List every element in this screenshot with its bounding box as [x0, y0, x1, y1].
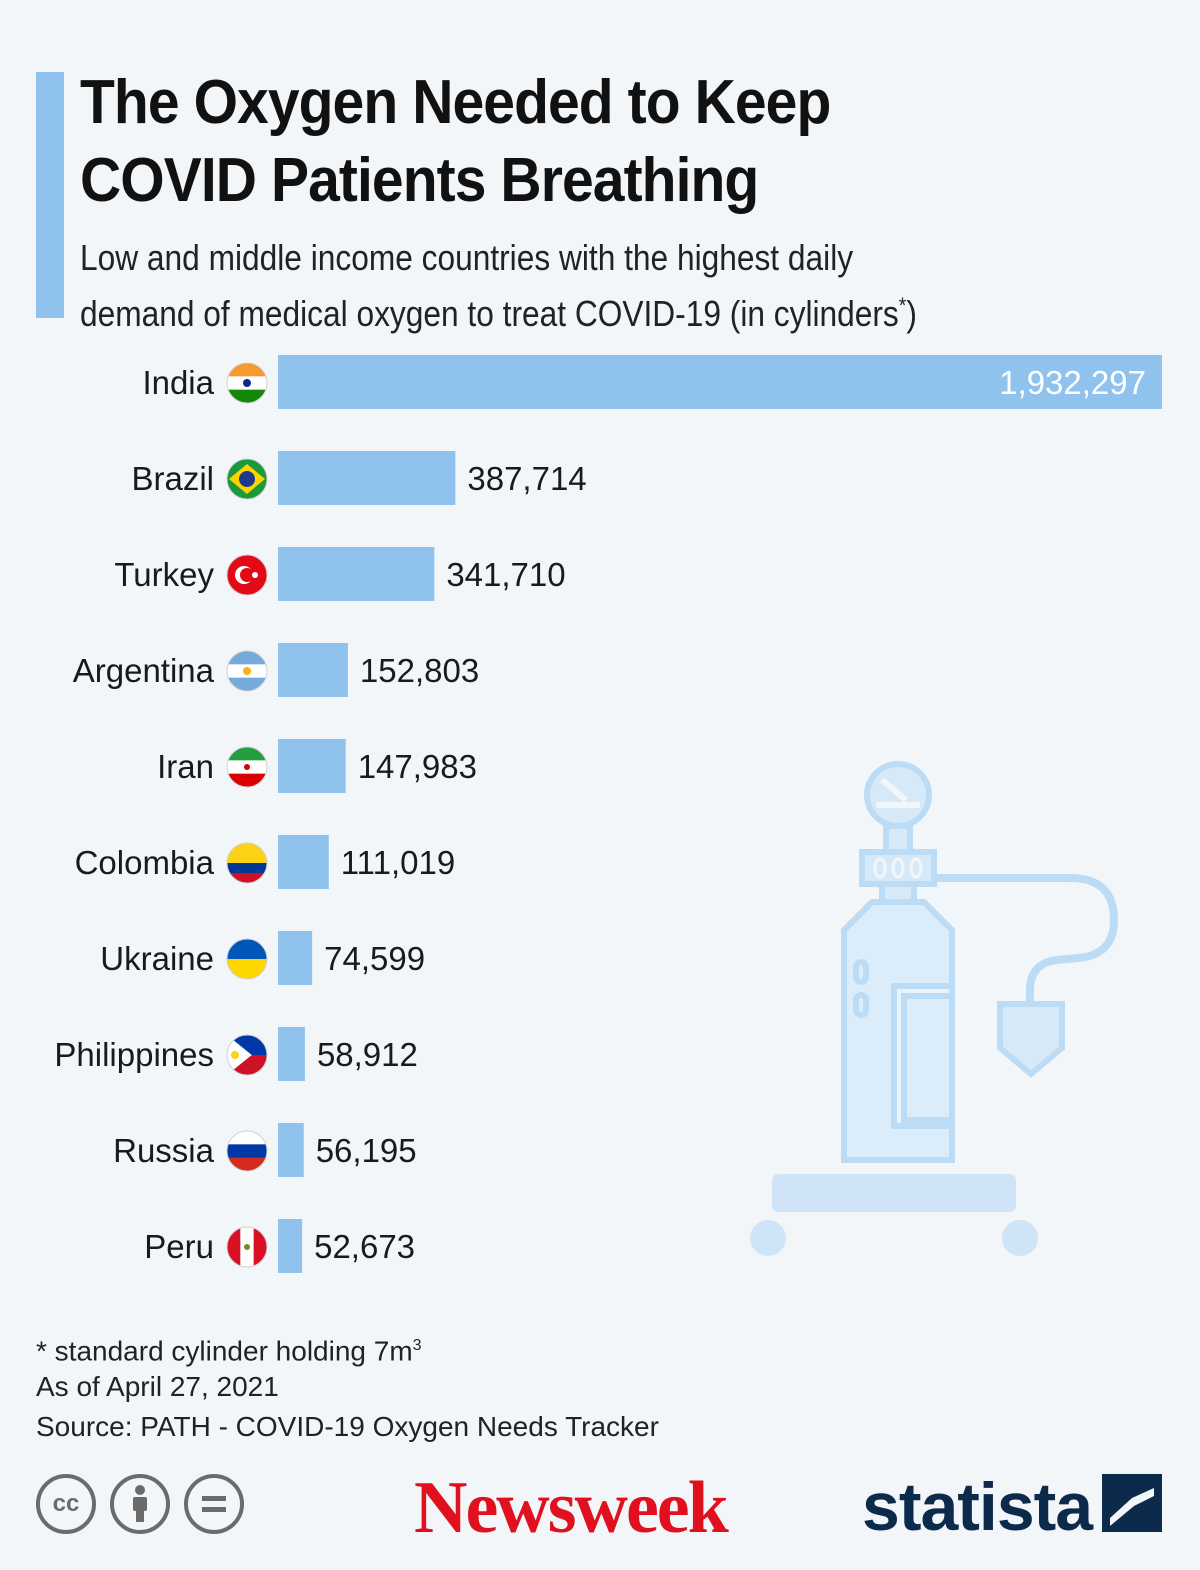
chart-subtitle: Low and middle income countries with the… — [80, 234, 1048, 338]
bar-row: Colombia 111,019 — [75, 835, 455, 889]
value-label: 52,673 — [314, 1228, 415, 1265]
footnote-cylinder-text: * standard cylinder holding 7m — [36, 1335, 413, 1367]
bar-row: Philippines 58,912 — [54, 1027, 418, 1081]
value-label: 58,912 — [317, 1036, 418, 1073]
bar-row: Peru 52,673 — [144, 1219, 415, 1273]
philippines-flag-icon — [226, 1034, 268, 1076]
value-label: 111,019 — [341, 844, 455, 881]
cc-icon[interactable]: cc — [36, 1474, 96, 1534]
equals-icon — [202, 1496, 226, 1512]
category-label: Russia — [113, 1132, 215, 1169]
india-flag-icon — [226, 362, 268, 404]
category-label: Argentina — [73, 652, 215, 689]
category-label: Iran — [157, 748, 214, 785]
title-line-1: The Oxygen Needed to Keep — [80, 68, 831, 137]
statista-mark-icon — [1102, 1474, 1162, 1532]
bar — [278, 835, 329, 889]
turkey-flag-icon — [226, 554, 268, 596]
footnote-source: Source: PATH - COVID-19 Oxygen Needs Tra… — [36, 1411, 659, 1443]
value-label: 341,710 — [446, 556, 565, 593]
value-label: 1,932,297 — [999, 364, 1146, 401]
attribution-icon[interactable] — [110, 1474, 170, 1534]
brazil-flag-icon — [226, 458, 268, 500]
ukraine-flag-icon — [226, 938, 268, 980]
bar — [278, 931, 313, 985]
subtitle-end: ) — [906, 293, 917, 334]
subtitle-asterisk: * — [898, 293, 907, 318]
category-label: Philippines — [54, 1036, 214, 1073]
bar — [278, 355, 1162, 409]
bar-row: Argentina 152,803 — [73, 643, 479, 697]
title-line-2: COVID Patients Breathing — [80, 146, 759, 215]
category-label: Brazil — [131, 460, 214, 497]
oxygen-cylinder-illustration — [750, 761, 1119, 1256]
bar — [278, 1123, 304, 1177]
bar — [278, 451, 456, 505]
bar-row: Ukraine 74,599 — [100, 931, 425, 985]
no-derivatives-icon[interactable] — [184, 1474, 244, 1534]
title-accent-bar — [36, 72, 64, 318]
category-label: Ukraine — [100, 940, 214, 977]
value-label: 74,599 — [324, 940, 425, 977]
bar-chart: India 1,932,297 Brazil 387,714 Turkey 341,710… — [54, 355, 1162, 1273]
bar — [278, 643, 348, 697]
cc-icon-label: cc — [52, 1490, 80, 1517]
category-label: India — [142, 364, 214, 401]
person-icon — [133, 1485, 147, 1522]
category-label: Colombia — [75, 844, 215, 881]
russia-flag-icon — [226, 1130, 268, 1172]
bar-row: Brazil 387,714 — [131, 451, 587, 505]
footnote-date: As of April 27, 2021 — [36, 1371, 279, 1403]
value-label: 387,714 — [467, 460, 586, 497]
footnotes: * standard cylinder holding 7m3 As of Ap… — [36, 1328, 936, 1445]
bar-row: India 1,932,297 — [142, 355, 1162, 409]
footnote-superscript: 3 — [412, 1337, 422, 1354]
bar-row: Turkey 341,710 — [114, 547, 566, 601]
category-label: Turkey — [114, 556, 214, 593]
subtitle-line-2-text: demand of medical oxygen to treat COVID-… — [80, 293, 899, 334]
subtitle-line-1: Low and middle income countries with the… — [80, 237, 854, 278]
subtitle-line-2: demand of medical oxygen to treat COVID-… — [80, 282, 1048, 338]
colombia-flag-icon — [226, 842, 268, 884]
value-label: 147,983 — [358, 748, 477, 785]
argentina-flag-icon — [226, 650, 268, 692]
value-label: 56,195 — [316, 1132, 417, 1169]
iran-flag-icon — [226, 746, 268, 788]
bar-row: Iran 147,983 — [157, 739, 477, 793]
chart-title: The Oxygen Needed to Keep COVID Patients… — [80, 64, 1074, 220]
category-label: Peru — [144, 1228, 214, 1265]
footnote-cylinder: * standard cylinder holding 7m3 — [36, 1328, 936, 1369]
bar — [278, 739, 346, 793]
bar-row: Russia 56,195 — [113, 1123, 417, 1177]
value-label: 152,803 — [360, 652, 479, 689]
bar — [278, 1027, 305, 1081]
license-icons: cc — [36, 1474, 244, 1534]
statista-logo[interactable]: statista — [862, 1469, 1093, 1545]
bar — [278, 1219, 303, 1273]
bar — [278, 547, 435, 601]
newsweek-logo[interactable]: Newsweek — [414, 1467, 729, 1549]
peru-flag-icon — [226, 1226, 268, 1268]
